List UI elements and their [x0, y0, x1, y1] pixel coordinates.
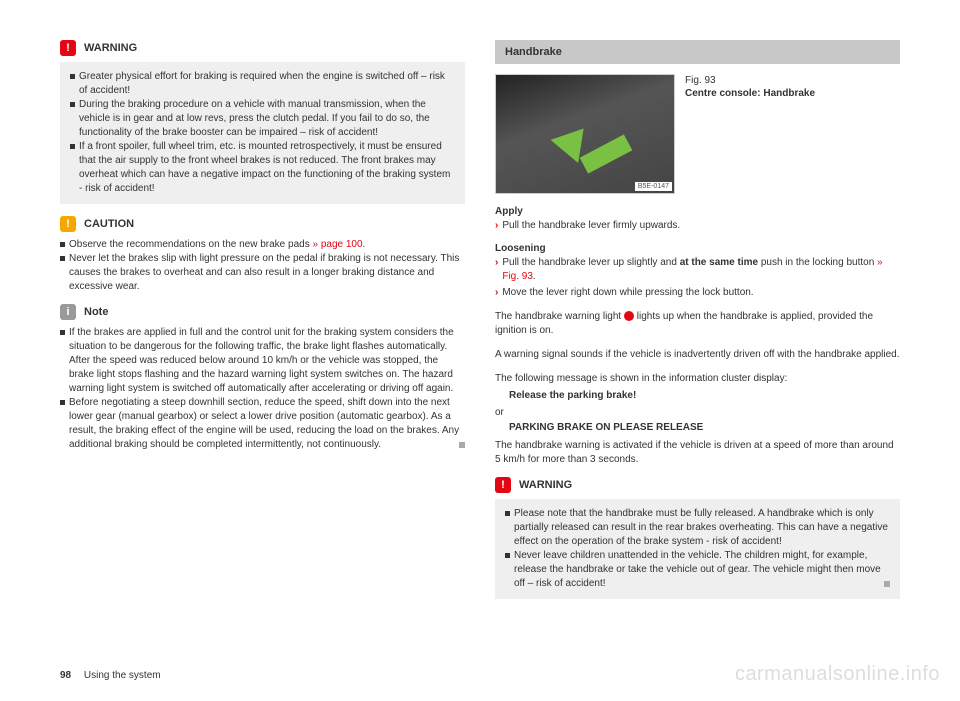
caution-icon: ! — [60, 216, 76, 232]
figure-title: Centre console: Handbrake — [685, 87, 815, 100]
note-header: i Note — [60, 304, 465, 320]
bold-text: at the same time — [680, 257, 758, 268]
loosening-heading: Loosening — [495, 243, 900, 254]
text: The handbrake warning light — [495, 311, 624, 322]
watermark: carmanualsonline.info — [735, 663, 940, 686]
paragraph: The handbrake warning light lights up wh… — [495, 310, 900, 338]
warning-header: ! WARNING — [60, 40, 465, 56]
caution-text: Never let the brakes slip with light pre… — [69, 252, 465, 294]
paragraph: A warning signal sounds if the vehicle i… — [495, 348, 900, 362]
text: Before negotiating a steep downhill sect… — [69, 397, 459, 450]
chevron-icon: › — [495, 219, 498, 233]
caution-text: Observe the recommendations on the new b… — [69, 238, 365, 252]
warning-icon: ! — [60, 40, 76, 56]
bullet-icon — [505, 511, 510, 516]
warning-body: Please note that the handbrake must be f… — [495, 499, 900, 599]
note-item: If the brakes are applied in full and th… — [60, 326, 465, 396]
caution-title: CAUTION — [84, 218, 134, 230]
step-text: Pull the handbrake lever firmly upwards. — [502, 219, 680, 233]
text: Pull the handbrake lever up slightly and — [502, 257, 679, 268]
bullet-icon — [70, 102, 75, 107]
end-marker-icon — [884, 581, 890, 587]
warning-text: During the braking procedure on a vehicl… — [79, 98, 455, 140]
bullet-icon — [505, 553, 510, 558]
figure-caption: Fig. 93 Centre console: Handbrake — [685, 74, 815, 194]
note-icon: i — [60, 304, 76, 320]
section-name: Using the system — [84, 670, 161, 681]
warning-title: WARNING — [519, 479, 572, 491]
bullet-icon — [60, 400, 65, 405]
note-item: Before negotiating a steep downhill sect… — [60, 396, 465, 452]
figure-number: Fig. 93 — [685, 74, 815, 87]
warning-title: WARNING — [84, 42, 137, 54]
caution-item: Never let the brakes slip with light pre… — [60, 252, 465, 294]
figure-tag: B5E-0147 — [635, 182, 672, 191]
warning-header: ! WARNING — [495, 477, 900, 493]
step: › Pull the handbrake lever up slightly a… — [495, 256, 900, 284]
page-columns: ! WARNING Greater physical effort for br… — [60, 40, 900, 611]
bullet-icon — [70, 144, 75, 149]
caution-header: ! CAUTION — [60, 216, 465, 232]
warning-item: Never leave children unattended in the v… — [505, 549, 890, 591]
warning-text: If a front spoiler, full wheel trim, etc… — [79, 140, 455, 196]
right-column: Handbrake B5E-0147 Fig. 93 Centre consol… — [495, 40, 900, 611]
paragraph: The handbrake warning is activated if th… — [495, 439, 900, 467]
warning-text: Please note that the handbrake must be f… — [514, 507, 890, 549]
text: . — [533, 271, 536, 282]
step-text: Move the lever right down while pressing… — [502, 286, 753, 300]
step-text: Pull the handbrake lever up slightly and… — [502, 256, 900, 284]
page-link[interactable]: » page 100 — [312, 239, 362, 250]
caution-body: Observe the recommendations on the new b… — [60, 238, 465, 294]
warning-body: Greater physical effort for braking is r… — [60, 62, 465, 204]
apply-heading: Apply — [495, 206, 900, 217]
bullet-icon — [70, 74, 75, 79]
bullet-icon — [60, 242, 65, 247]
section-title: Handbrake — [495, 40, 900, 64]
page-footer: 98 Using the system — [60, 670, 161, 681]
warning-text: Greater physical effort for braking is r… — [79, 70, 455, 98]
figure-row: B5E-0147 Fig. 93 Centre console: Handbra… — [495, 74, 900, 194]
bullet-icon — [60, 256, 65, 261]
warning-item: Greater physical effort for braking is r… — [70, 70, 455, 98]
chevron-icon: › — [495, 256, 498, 284]
paragraph: The following message is shown in the in… — [495, 372, 900, 386]
left-column: ! WARNING Greater physical effort for br… — [60, 40, 465, 611]
warning-item: If a front spoiler, full wheel trim, etc… — [70, 140, 455, 196]
chevron-icon: › — [495, 286, 498, 300]
end-marker-icon — [459, 442, 465, 448]
bullet-icon — [60, 330, 65, 335]
display-message: Release the parking brake! — [509, 390, 900, 401]
warning-item: During the braking procedure on a vehicl… — [70, 98, 455, 140]
step: › Pull the handbrake lever firmly upward… — [495, 219, 900, 233]
note-text: Before negotiating a steep downhill sect… — [69, 396, 465, 452]
text: push in the locking button — [758, 257, 877, 268]
text: Never leave children unattended in the v… — [514, 550, 881, 589]
or-text: or — [495, 407, 900, 418]
text: . — [363, 239, 366, 250]
note-title: Note — [84, 306, 108, 318]
caution-item: Observe the recommendations on the new b… — [60, 238, 465, 252]
warning-item: Please note that the handbrake must be f… — [505, 507, 890, 549]
warning-icon: ! — [495, 477, 511, 493]
step: › Move the lever right down while pressi… — [495, 286, 900, 300]
warning-text: Never leave children unattended in the v… — [514, 549, 890, 591]
text: Observe the recommendations on the new b… — [69, 239, 312, 250]
display-message: PARKING BRAKE ON PLEASE RELEASE — [509, 422, 900, 433]
warning-light-icon — [624, 311, 634, 321]
figure-image: B5E-0147 — [495, 74, 675, 194]
note-text: If the brakes are applied in full and th… — [69, 326, 465, 396]
note-body: If the brakes are applied in full and th… — [60, 326, 465, 452]
page-number: 98 — [60, 670, 71, 681]
